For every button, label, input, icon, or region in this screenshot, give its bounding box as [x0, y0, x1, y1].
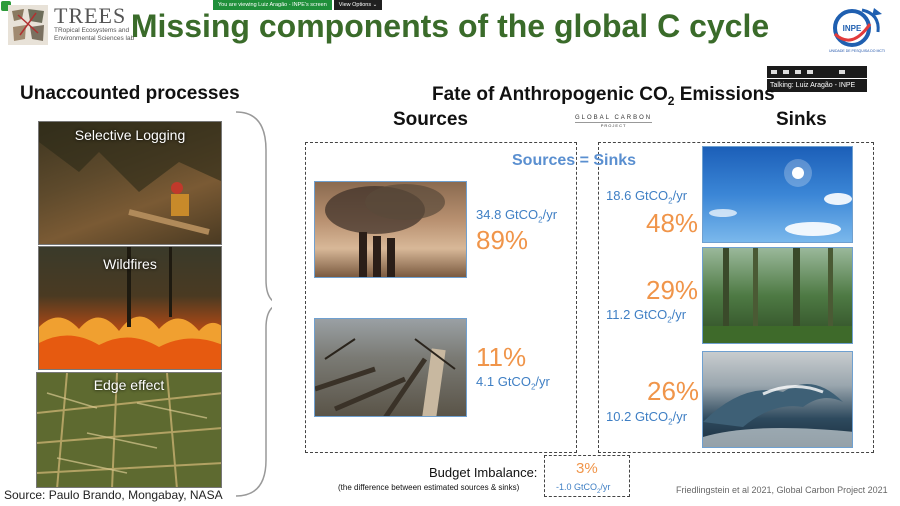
grid-icon[interactable]: [795, 70, 801, 74]
unit-sub: 2: [668, 196, 673, 206]
sink-ocean-number: 10.2: [606, 409, 632, 424]
chevron-down-icon: ⌄: [372, 2, 378, 8]
sink-atmosphere-pct: 48%: [646, 208, 699, 238]
forest-photo: [702, 247, 853, 344]
minimize-icon[interactable]: [839, 70, 845, 74]
forest-trees-icon: [703, 248, 852, 343]
unit-sub: 2: [668, 417, 673, 427]
logo-title: TREES: [54, 3, 127, 28]
unit-sub: 2: [667, 315, 672, 325]
budget-imbalance-subtitle: (the difference between estimated source…: [338, 483, 520, 492]
deforestation-map-icon: [37, 373, 221, 487]
sinks-box: [598, 142, 874, 453]
sources-heading: Sources: [393, 109, 468, 130]
edge-effect-photo: Edge effect: [36, 372, 222, 488]
edge-effect-label: Edge effect: [93, 377, 165, 393]
logo-subtitle-2: Environmental Sciences lab: [54, 35, 135, 42]
budget-imbalance-pct: 3%: [576, 460, 598, 477]
source-fossil-number: 34.8: [476, 207, 502, 222]
unit-prefix: GtCO: [634, 409, 669, 424]
fate-title-subscript: 2: [667, 93, 675, 108]
unit-suffix: /yr: [672, 188, 688, 203]
logging-scene-icon: [39, 122, 221, 235]
fire-scene-icon: [39, 247, 221, 369]
video-icon[interactable]: [771, 70, 777, 74]
citation: Friedlingstein et al 2021, Global Carbon…: [676, 485, 888, 495]
gcp-logo-bottom: PROJECT: [600, 123, 627, 128]
source-fossil-value: 34.8 GtCO2/yr: [476, 207, 557, 225]
emissions-smokestack-photo: [314, 181, 467, 278]
unit-prefix: GtCO: [504, 207, 539, 222]
smokestack-icon: [325, 184, 445, 277]
sink-land-number: 11.2: [606, 307, 631, 322]
sky-photo: [702, 146, 853, 243]
unit-prefix: GtCO: [633, 307, 668, 322]
trees-logo-mark-icon: [8, 5, 48, 45]
unit-prefix: GtCO: [497, 374, 531, 389]
slide-title: Missing components of the global C cycle: [130, 8, 770, 44]
unit-sub: 2: [538, 215, 543, 225]
trees-logo: TREES TRopical Ecosystems and Environmen…: [8, 5, 134, 45]
source-fossil-pct: 89%: [476, 225, 529, 255]
fate-title-suffix: Emissions: [674, 84, 775, 105]
wildfires-photo: Wildfires: [38, 246, 222, 370]
unit-suffix: /yr: [542, 207, 558, 222]
sinks-heading: Sinks: [776, 109, 827, 130]
sink-land-pct: 29%: [646, 275, 699, 305]
selective-logging-label: Selective Logging: [74, 127, 186, 143]
global-carbon-project-logo: GLOBAL CARBON PROJECT: [575, 115, 653, 128]
right-brace-icon: [235, 111, 272, 497]
sources-box: [305, 142, 577, 453]
ocean-wave-photo: [702, 351, 853, 448]
gcp-logo-top: GLOBAL CARBON: [575, 115, 653, 123]
deforestation-logs-photo: [314, 318, 467, 417]
screen-share-banner: You are viewing Luiz Aragão - INPE's scr…: [213, 0, 383, 10]
unit-prefix: GtCO: [634, 188, 669, 203]
source-landuse-pct: 11%: [476, 342, 527, 372]
sink-ocean-pct: 26%: [647, 376, 700, 406]
meeting-mini-toolbar[interactable]: [767, 66, 867, 78]
source-credit: Source: Paulo Brando, Mongabay, NASA: [4, 488, 223, 502]
source-landuse-value: 4.1 GtCO2/yr: [476, 374, 550, 392]
unit-sub: 2: [597, 488, 601, 495]
unaccounted-heading: Unaccounted processes: [20, 83, 240, 104]
view-options-button[interactable]: View Options ⌄: [333, 0, 383, 10]
budget-imbalance-number: -1.0: [556, 482, 572, 492]
sink-atmosphere-value: 18.6 GtCO2/yr: [606, 188, 687, 206]
meeting-status-icon[interactable]: [1, 1, 11, 11]
unit-suffix: /yr: [535, 374, 550, 389]
source-landuse-number: 4.1: [476, 374, 495, 389]
budget-imbalance-value: -1.0 GtCO2/yr: [556, 482, 610, 495]
selective-logging-photo: Selective Logging: [38, 121, 222, 245]
inpe-caption: UNIDADE DE PESQUISA DO MCTI: [828, 49, 885, 53]
unit-suffix: /yr: [672, 409, 688, 424]
gallery-icon[interactable]: [807, 70, 813, 74]
unit-suffix: /yr: [671, 307, 687, 322]
logo-subtitle-1: TRopical Ecosystems and: [54, 27, 130, 34]
inpe-logo-icon: INPE: [833, 8, 882, 47]
fate-title-prefix: Fate of Anthropogenic CO: [432, 84, 668, 105]
viewing-screen-label: You are viewing Luiz Aragão - INPE's scr…: [213, 0, 332, 10]
unit-prefix: GtCO: [574, 482, 598, 492]
unit-suffix: /yr: [600, 482, 611, 492]
view-options-label: View Options: [338, 2, 372, 8]
budget-imbalance-box: [544, 455, 630, 497]
budget-imbalance-label: Budget Imbalance:: [429, 465, 538, 480]
inpe-logo-text: INPE: [843, 24, 862, 33]
felled-logs-icon: [315, 338, 456, 416]
sun-and-clouds-icon: [709, 159, 852, 236]
sink-atmosphere-number: 18.6: [606, 188, 632, 203]
sources-equals-sinks: Sources = Sinks: [512, 152, 637, 169]
screen-icon[interactable]: [783, 70, 789, 74]
unit-sub: 2: [530, 382, 536, 392]
fate-title: Fate of Anthropogenic CO2 Emissions: [432, 84, 775, 108]
talking-indicator: Talking: Luiz Aragão - INPE: [767, 79, 867, 92]
wildfires-label: Wildfires: [103, 256, 157, 272]
sink-land-value: 11.2 GtCO2/yr: [606, 307, 686, 325]
sink-ocean-value: 10.2 GtCO2/yr: [606, 409, 687, 427]
ocean-wave-icon: [703, 384, 852, 447]
